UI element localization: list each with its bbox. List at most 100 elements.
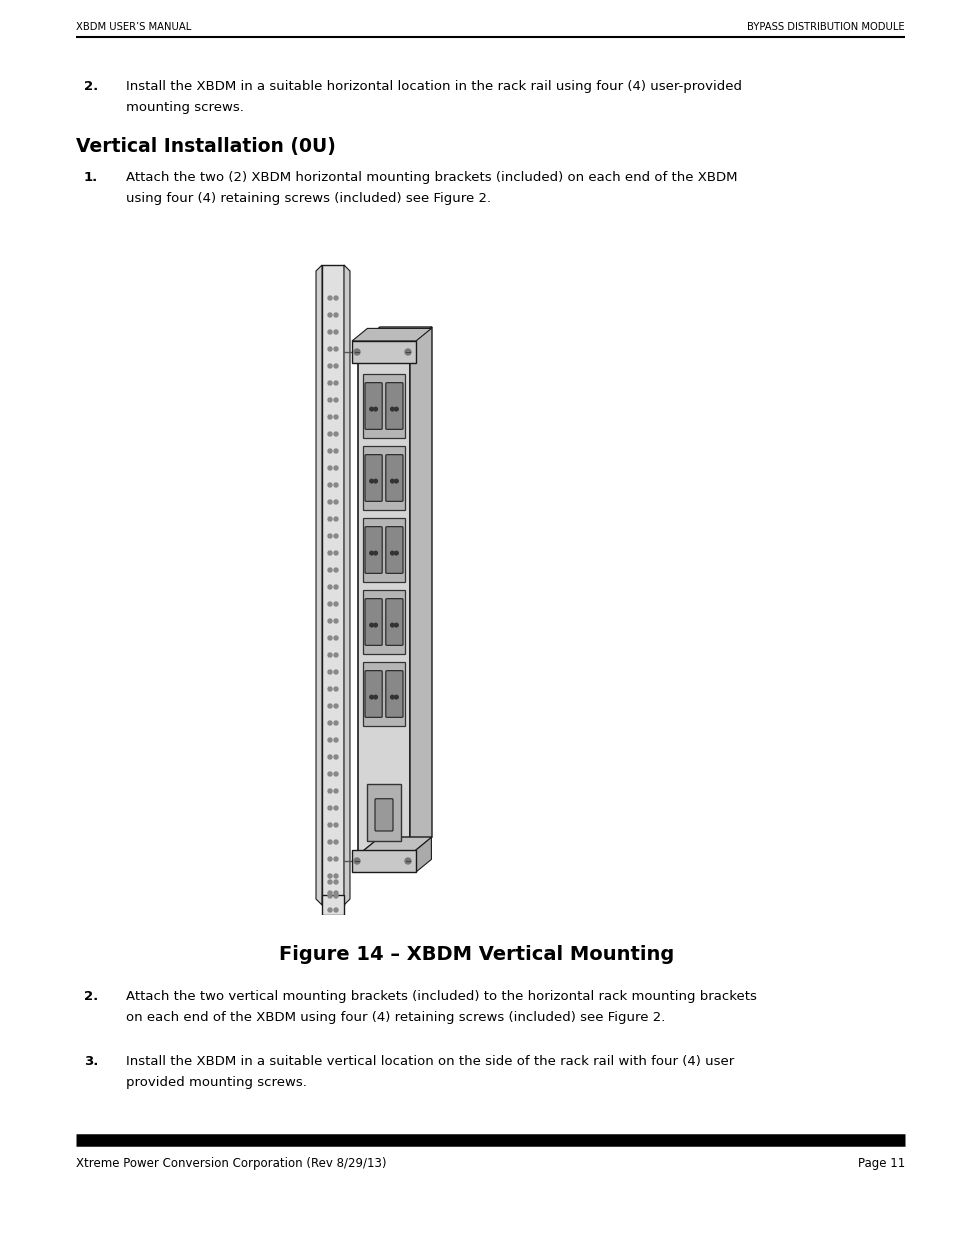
FancyBboxPatch shape [385,383,402,430]
Circle shape [334,398,337,403]
Circle shape [328,415,332,419]
Circle shape [334,789,337,793]
Circle shape [374,479,377,483]
FancyBboxPatch shape [365,671,382,718]
Circle shape [390,479,394,483]
Circle shape [328,534,332,538]
Text: Attach the two vertical mounting brackets (included) to the horizontal rack moun: Attach the two vertical mounting bracket… [126,990,756,1003]
Circle shape [328,704,332,708]
Circle shape [328,364,332,368]
Circle shape [334,432,337,436]
Circle shape [334,551,337,555]
Circle shape [370,551,373,555]
Circle shape [328,398,332,403]
Circle shape [395,695,397,699]
Text: Figure 14 – XBDM Vertical Mounting: Figure 14 – XBDM Vertical Mounting [279,945,674,965]
FancyBboxPatch shape [363,590,405,655]
FancyBboxPatch shape [352,341,416,363]
Polygon shape [357,327,432,345]
Circle shape [334,721,337,725]
Circle shape [334,890,337,895]
Circle shape [334,894,337,898]
Circle shape [328,296,332,300]
Text: mounting screws.: mounting screws. [126,101,244,114]
FancyBboxPatch shape [367,784,400,841]
Polygon shape [410,327,432,855]
Circle shape [334,908,337,911]
Text: Attach the two (2) XBDM horizontal mounting brackets (included) on each end of t: Attach the two (2) XBDM horizontal mount… [126,170,737,184]
Circle shape [328,330,332,333]
Circle shape [328,483,332,487]
FancyBboxPatch shape [352,850,416,872]
Circle shape [328,806,332,810]
Circle shape [374,624,377,627]
Polygon shape [344,266,350,905]
Circle shape [334,483,337,487]
Circle shape [328,739,332,742]
Circle shape [328,755,332,760]
Polygon shape [352,329,431,341]
Circle shape [328,653,332,657]
Circle shape [328,619,332,622]
FancyBboxPatch shape [322,266,344,905]
Circle shape [334,568,337,572]
Circle shape [370,695,373,699]
Circle shape [390,624,394,627]
Text: using four (4) retaining screws (included) see Figure 2.: using four (4) retaining screws (include… [126,191,491,205]
Circle shape [354,858,359,864]
Text: 1.: 1. [84,170,98,184]
Text: Install the XBDM in a suitable horizontal location in the rack rail using four (: Install the XBDM in a suitable horizonta… [126,80,741,93]
Circle shape [334,534,337,538]
Circle shape [374,695,377,699]
Circle shape [390,551,394,555]
Circle shape [334,857,337,861]
Circle shape [334,330,337,333]
FancyBboxPatch shape [385,671,402,718]
Circle shape [328,772,332,776]
Circle shape [328,585,332,589]
Circle shape [334,874,337,878]
Circle shape [334,585,337,589]
Circle shape [334,739,337,742]
Circle shape [395,479,397,483]
Circle shape [354,350,359,354]
FancyBboxPatch shape [363,374,405,438]
Circle shape [328,312,332,317]
Text: Xtreme Power Conversion Corporation (Rev 8/29/13): Xtreme Power Conversion Corporation (Rev… [76,1157,386,1170]
Circle shape [334,653,337,657]
Circle shape [405,350,411,354]
Circle shape [374,551,377,555]
Circle shape [328,636,332,640]
FancyBboxPatch shape [322,895,344,915]
Circle shape [334,772,337,776]
Text: 2.: 2. [84,990,98,1003]
FancyBboxPatch shape [385,599,402,646]
Circle shape [328,517,332,521]
Circle shape [334,619,337,622]
Circle shape [374,408,377,411]
Circle shape [370,624,373,627]
Text: Vertical Installation (0U): Vertical Installation (0U) [76,137,335,156]
Circle shape [334,382,337,385]
Circle shape [328,671,332,674]
Text: BYPASS DISTRIBUTION MODULE: BYPASS DISTRIBUTION MODULE [746,22,904,32]
Circle shape [334,671,337,674]
FancyBboxPatch shape [365,599,382,646]
Circle shape [328,890,332,895]
Polygon shape [357,837,432,855]
Polygon shape [315,266,322,905]
Circle shape [334,881,337,884]
Circle shape [395,624,397,627]
Circle shape [328,601,332,606]
Circle shape [405,858,411,864]
Circle shape [334,806,337,810]
Circle shape [390,695,394,699]
Circle shape [328,908,332,911]
Circle shape [334,347,337,351]
Circle shape [328,881,332,884]
Circle shape [328,789,332,793]
Circle shape [328,432,332,436]
Text: Page 11: Page 11 [857,1157,904,1170]
FancyBboxPatch shape [363,446,405,510]
Circle shape [370,479,373,483]
